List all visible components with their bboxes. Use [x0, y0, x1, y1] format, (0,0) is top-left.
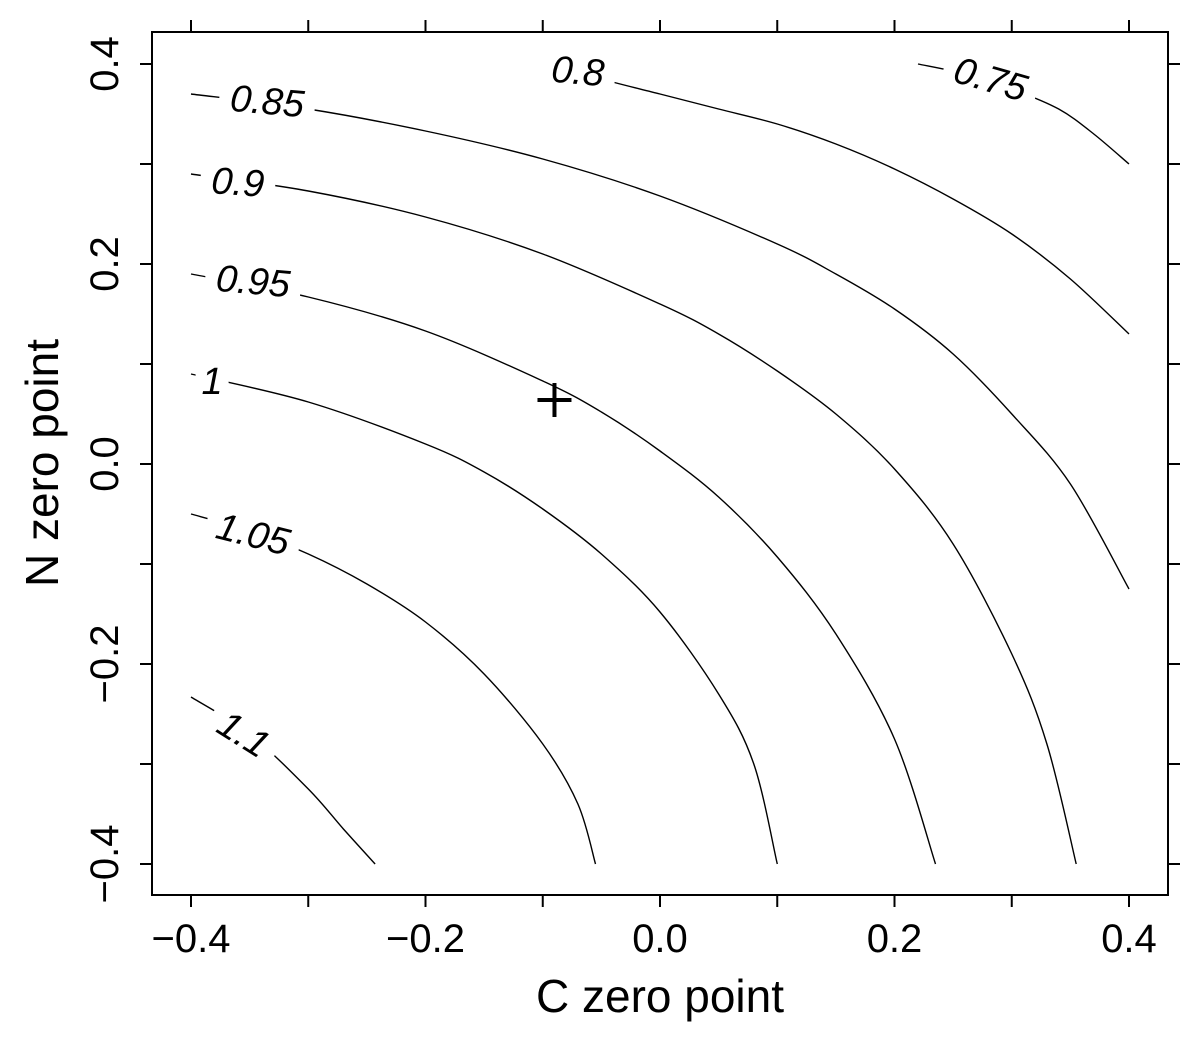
plot-frame: [151, 31, 1169, 896]
x-tick-label: −0.4: [152, 917, 231, 961]
y-axis-title: N zero point: [16, 339, 68, 587]
y-tick-label: −0.4: [83, 825, 127, 904]
contour-label: 1.05: [212, 506, 295, 565]
contour-label: 0.8: [550, 49, 606, 95]
contour-label-knockout: [200, 695, 288, 773]
contour-line-0-9: [190, 173, 1077, 865]
contour-label: 0.95: [214, 258, 292, 306]
marker-layer: [537, 383, 572, 417]
contours-layer: [190, 63, 1130, 865]
x-tick-label: −0.2: [386, 917, 465, 961]
contour-label: 0.9: [210, 160, 266, 206]
y-tick-label: −0.2: [83, 625, 127, 704]
contour-line-0-85: [190, 93, 1130, 590]
contour-label-group: 0.95: [203, 254, 303, 308]
contour-label-knockout: [938, 44, 1043, 114]
x-tick-label: 0.2: [867, 917, 923, 961]
contour-label-group: 0.75: [938, 44, 1043, 114]
y-tick-label: 0.2: [83, 236, 127, 292]
contour-label-knockout: [195, 359, 229, 403]
contour-line-1: [190, 373, 778, 865]
contour-label-knockout: [538, 45, 618, 97]
contour-label-knockout: [217, 74, 317, 128]
contour-label-group: 1.1: [200, 695, 288, 773]
y-tick-label: 0.0: [83, 436, 127, 492]
x-tick-label: 0.4: [1101, 917, 1157, 961]
y-tick-label: 0.4: [83, 36, 127, 92]
contour-line-0-95: [190, 273, 937, 865]
contour-label: 0.75: [949, 50, 1033, 111]
contour-label: 0.85: [228, 78, 306, 126]
contour-label-knockout: [198, 157, 277, 207]
contour-label-knockout: [203, 254, 303, 308]
contour-label-group: 0.85: [217, 74, 317, 128]
contour-label-group: 0.8: [538, 45, 618, 97]
contour-line-0-8: [554, 63, 1130, 335]
contour-labels-layer: 0.75 0.8 0.85 0.9 0.95 1 1.05 1.1: [195, 44, 1043, 773]
contour-label: 1: [202, 361, 223, 403]
x-axis-title: C zero point: [536, 970, 784, 1022]
plus-marker: [537, 383, 572, 417]
ticks-layer: −0.4 −0.2 0.0 0.2 0.4 −0.4 −0.2 0.0 0.2 0.4: [83, 20, 1180, 961]
contour-line-1-05: [190, 513, 597, 865]
contour-label-group: 1.05: [201, 501, 306, 567]
contour-label-group: 1: [195, 359, 229, 403]
x-tick-label: 0.0: [632, 917, 688, 961]
contour-label-group: 0.9: [198, 157, 277, 207]
contour-label-knockout: [201, 501, 306, 567]
